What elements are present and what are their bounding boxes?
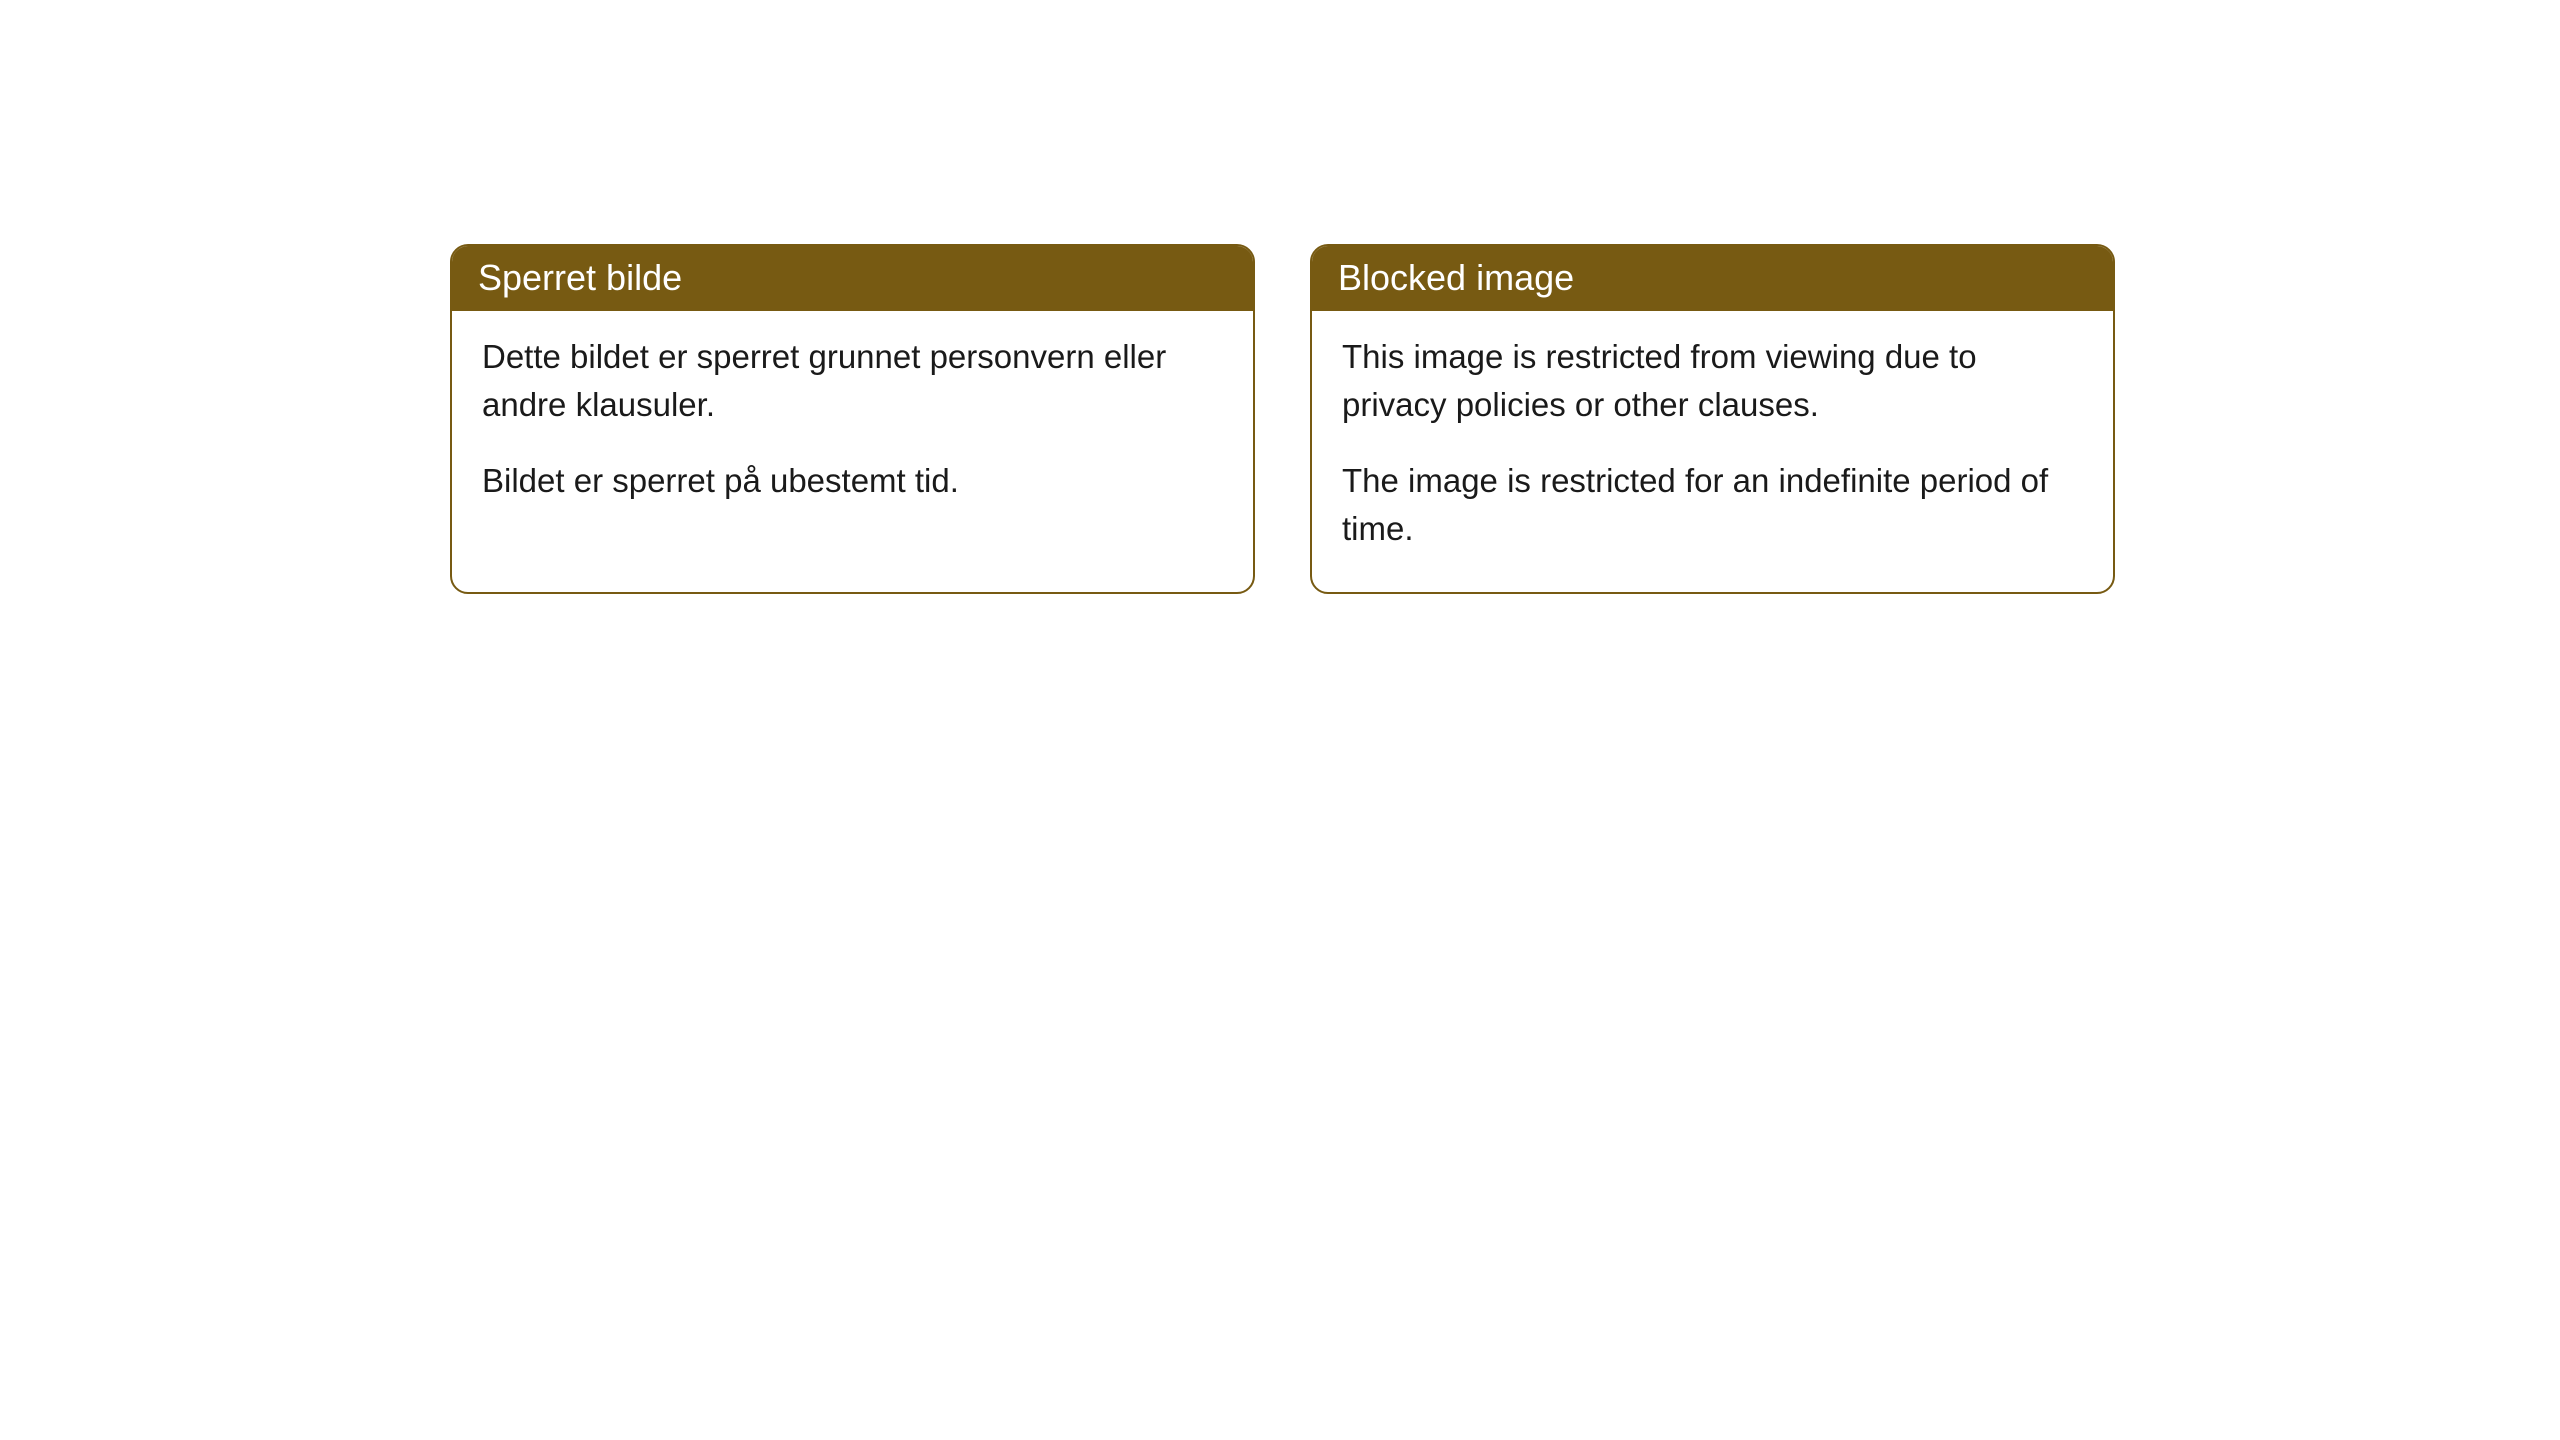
card-body: This image is restricted from viewing du… bbox=[1312, 311, 2113, 592]
blocked-image-card-norwegian: Sperret bilde Dette bildet er sperret gr… bbox=[450, 244, 1255, 594]
card-paragraph-1: This image is restricted from viewing du… bbox=[1342, 333, 2083, 429]
card-title: Sperret bilde bbox=[478, 257, 682, 298]
cards-container: Sperret bilde Dette bildet er sperret gr… bbox=[450, 244, 2115, 594]
card-header: Sperret bilde bbox=[452, 246, 1253, 311]
card-paragraph-2: The image is restricted for an indefinit… bbox=[1342, 457, 2083, 553]
card-title: Blocked image bbox=[1338, 257, 1574, 298]
card-paragraph-2: Bildet er sperret på ubestemt tid. bbox=[482, 457, 1223, 505]
blocked-image-card-english: Blocked image This image is restricted f… bbox=[1310, 244, 2115, 594]
card-paragraph-1: Dette bildet er sperret grunnet personve… bbox=[482, 333, 1223, 429]
card-body: Dette bildet er sperret grunnet personve… bbox=[452, 311, 1253, 545]
card-header: Blocked image bbox=[1312, 246, 2113, 311]
